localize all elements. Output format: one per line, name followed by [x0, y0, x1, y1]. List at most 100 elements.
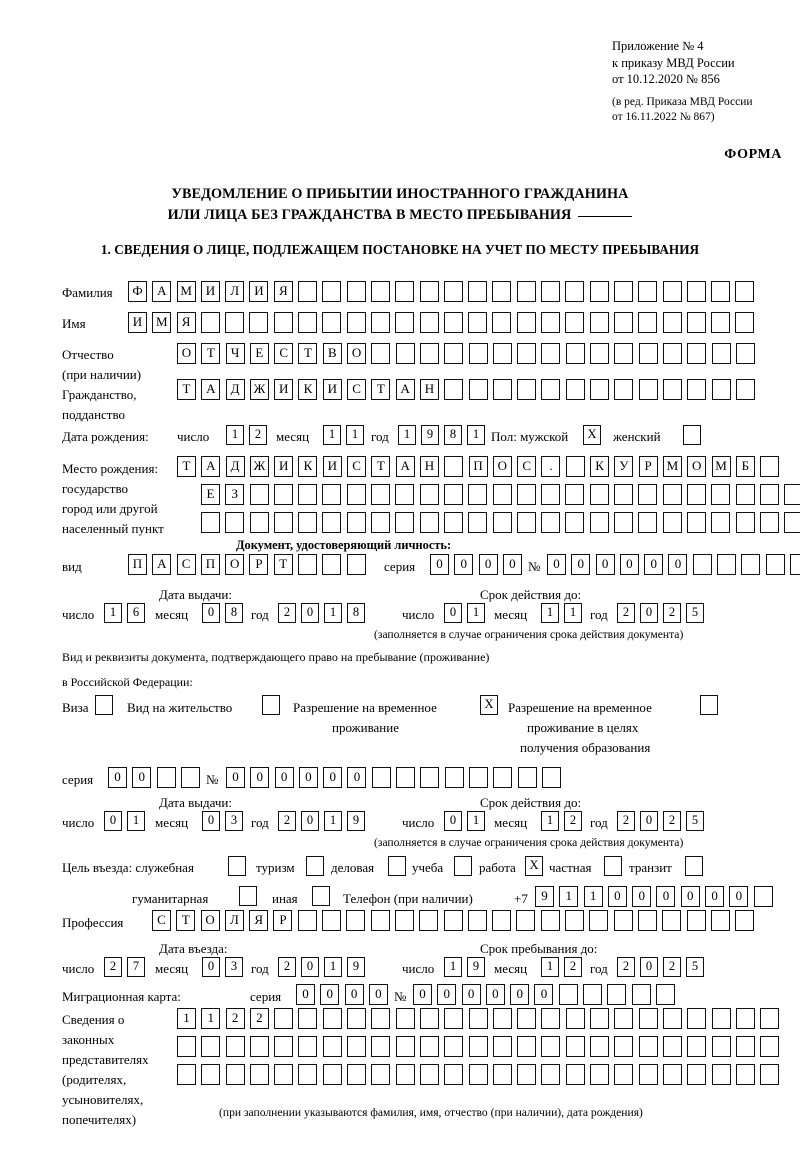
char-cell[interactable] — [760, 456, 780, 477]
char-cell[interactable] — [638, 343, 658, 364]
char-cell[interactable] — [371, 343, 391, 364]
char-cell[interactable] — [517, 1036, 537, 1057]
temp-residence-checkbox[interactable]: X — [480, 695, 503, 715]
char-cell[interactable] — [419, 343, 439, 364]
char-cell[interactable] — [662, 484, 682, 505]
char-cell[interactable] — [443, 484, 463, 505]
char-cell[interactable] — [590, 343, 610, 364]
char-cell[interactable] — [225, 512, 245, 533]
char-cell[interactable] — [638, 1008, 658, 1029]
residence-permit-checkbox[interactable] — [262, 695, 285, 715]
char-cell[interactable]: О — [492, 456, 512, 477]
purpose-official-checkbox[interactable] — [228, 856, 251, 876]
char-cell[interactable] — [662, 343, 682, 364]
char-cell[interactable]: 0 — [461, 984, 481, 1005]
char-cell[interactable]: 2 — [278, 957, 296, 977]
char-cell[interactable] — [492, 1036, 512, 1057]
char-cell[interactable] — [711, 312, 731, 333]
char-cell[interactable] — [444, 767, 464, 788]
char-cell[interactable] — [468, 379, 488, 400]
char-cell[interactable] — [419, 484, 439, 505]
char-cell[interactable]: 1 — [323, 425, 341, 445]
char-cell[interactable] — [735, 1064, 755, 1085]
char-cell[interactable] — [637, 910, 657, 931]
char-cell[interactable] — [558, 984, 578, 1005]
char-cell[interactable]: В — [322, 343, 342, 364]
char-cell[interactable]: К — [298, 456, 318, 477]
char-cell[interactable] — [468, 312, 488, 333]
char-cell[interactable]: X — [480, 695, 498, 715]
char-cell[interactable] — [419, 910, 439, 931]
char-cell[interactable] — [590, 1036, 610, 1057]
char-cell[interactable]: И — [322, 456, 342, 477]
char-cell[interactable] — [297, 910, 317, 931]
char-cell[interactable] — [492, 379, 512, 400]
char-cell[interactable] — [274, 1008, 294, 1029]
char-cell[interactable] — [541, 1036, 561, 1057]
char-cell[interactable] — [687, 1008, 707, 1029]
char-cell[interactable] — [420, 767, 440, 788]
char-cell[interactable]: 0 — [640, 957, 658, 977]
char-cell[interactable]: П — [468, 456, 488, 477]
char-cell[interactable] — [759, 512, 779, 533]
char-cell[interactable] — [492, 484, 512, 505]
char-cell[interactable]: Д — [225, 379, 245, 400]
char-cell[interactable] — [322, 1008, 342, 1029]
char-cell[interactable] — [444, 379, 464, 400]
char-cell[interactable]: Ж — [249, 379, 269, 400]
char-cell[interactable]: 2 — [663, 811, 681, 831]
legal-rep-row-2-boxes[interactable] — [177, 1036, 780, 1057]
char-cell[interactable] — [298, 1036, 318, 1057]
char-cell[interactable] — [468, 767, 488, 788]
char-cell[interactable]: 0 — [344, 984, 364, 1005]
char-cell[interactable] — [638, 512, 658, 533]
char-cell[interactable] — [468, 1036, 488, 1057]
char-cell[interactable] — [370, 910, 390, 931]
char-cell[interactable] — [395, 312, 415, 333]
char-cell[interactable]: 0 — [108, 767, 127, 788]
char-cell[interactable] — [371, 512, 391, 533]
char-cell[interactable]: Н — [419, 379, 439, 400]
char-cell[interactable] — [565, 281, 585, 302]
char-cell[interactable] — [346, 512, 366, 533]
char-cell[interactable] — [760, 1064, 780, 1085]
char-cell[interactable] — [735, 484, 755, 505]
char-cell[interactable] — [201, 512, 220, 533]
char-cell[interactable] — [784, 484, 800, 505]
char-cell[interactable] — [306, 856, 324, 876]
char-cell[interactable] — [201, 1036, 221, 1057]
char-cell[interactable] — [443, 312, 463, 333]
char-cell[interactable]: 0 — [430, 554, 449, 575]
char-cell[interactable]: 2 — [249, 1008, 269, 1029]
char-cell[interactable] — [516, 281, 536, 302]
char-cell[interactable]: 2 — [564, 811, 582, 831]
char-cell[interactable] — [395, 1064, 415, 1085]
char-cell[interactable] — [274, 1036, 294, 1057]
char-cell[interactable]: О — [687, 456, 707, 477]
char-cell[interactable]: Т — [371, 379, 391, 400]
char-cell[interactable]: 2 — [564, 957, 582, 977]
char-cell[interactable]: И — [200, 281, 220, 302]
purpose-transit-checkbox[interactable] — [685, 856, 708, 876]
char-cell[interactable] — [565, 1008, 585, 1029]
char-cell[interactable]: Т — [177, 456, 196, 477]
char-cell[interactable] — [590, 379, 610, 400]
char-cell[interactable] — [687, 379, 707, 400]
birthplace-line-3-boxes[interactable] — [201, 512, 800, 533]
char-cell[interactable] — [760, 1036, 780, 1057]
char-cell[interactable] — [541, 1008, 561, 1029]
char-cell[interactable]: 9 — [467, 957, 485, 977]
char-cell[interactable] — [565, 312, 585, 333]
purpose-tourism-checkbox[interactable] — [306, 856, 329, 876]
char-cell[interactable]: 0 — [323, 767, 343, 788]
char-cell[interactable] — [249, 312, 269, 333]
